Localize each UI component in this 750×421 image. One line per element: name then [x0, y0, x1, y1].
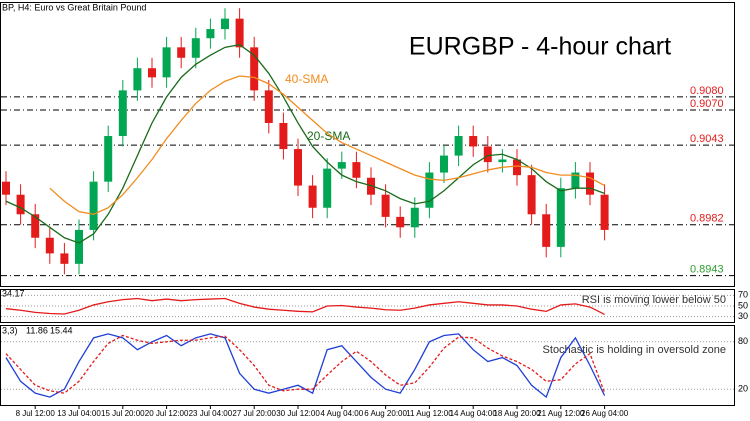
chart-title: EURGBP - 4-hour chart [409, 33, 671, 61]
rsi-header: 34.17 [2, 288, 25, 298]
indicator-line [5, 334, 606, 394]
candle-body [45, 237, 54, 254]
x-tick-label: 4 Aug 04:00 [320, 409, 363, 418]
candle-body [148, 68, 156, 78]
chart-header: BP, H4: Euro vs Great Britain Pound [2, 2, 146, 12]
x-tick-label: 21 Aug 12:00 [537, 409, 585, 418]
candle-body [118, 90, 127, 137]
candle-body [133, 68, 142, 91]
candle-body [410, 207, 419, 228]
y-tick-label: 80 [738, 336, 748, 346]
candle-body [308, 185, 317, 208]
candle-body [337, 162, 346, 169]
candle-body [498, 159, 507, 163]
level-label: 0.8982 [690, 213, 724, 225]
sma40-label: 40-SMA [285, 72, 328, 86]
candle-body [440, 155, 448, 173]
rsi-annotation: RSI is moving lower below 50 [582, 294, 726, 306]
y-tick-label: 30 [738, 311, 748, 321]
candle-body [31, 214, 40, 238]
x-tick-label: 18 Aug 20:00 [493, 409, 541, 418]
x-tick-label: 26 Aug 04:00 [581, 409, 629, 418]
level-label: 0.9080 [690, 85, 724, 97]
candle-body [294, 149, 302, 186]
main-frame [0, 2, 735, 287]
candle-body [89, 181, 98, 230]
candle-body [586, 172, 594, 195]
candle-body [396, 216, 405, 228]
candle-body [235, 18, 244, 48]
candle-body [2, 181, 10, 195]
rsi-frame [0, 289, 735, 323]
sma-line [5, 44, 605, 244]
candle-body [177, 47, 186, 58]
candle-body [191, 38, 200, 58]
x-tick-label: 6 Aug 20:00 [364, 409, 407, 418]
y-tick-label: 20 [738, 384, 748, 394]
candle-body [542, 214, 551, 247]
sma20-label: 20-SMA [307, 129, 350, 143]
y-tick-label: 50 [738, 300, 748, 310]
x-tick-label: 27 Jul 20:00 [232, 409, 276, 418]
x-tick-label: 14 Aug 04:00 [450, 409, 498, 418]
candle-body [221, 18, 229, 30]
candle-body [264, 90, 273, 123]
candle-body [425, 172, 434, 208]
candle-body [250, 47, 259, 91]
sma-line [49, 75, 605, 215]
x-tick-label: 11 Aug 12:00 [406, 409, 453, 418]
stoch-frame [0, 325, 735, 406]
candle-body [513, 159, 521, 176]
candle-body [104, 136, 113, 182]
y-tick-label: 70 [738, 290, 748, 300]
candle-body [206, 29, 215, 39]
candle-body [600, 194, 609, 230]
x-tick-label: 20 Jul 12:00 [145, 409, 189, 418]
level-label: 0.9070 [690, 98, 724, 110]
candle-body [571, 172, 580, 189]
level-label: 0.8943 [690, 263, 724, 275]
candle-body [483, 146, 492, 163]
stoch-header: 3,3) [2, 325, 18, 335]
candle-body [162, 47, 171, 78]
stoch-annotation: Stochastic is holding in oversold zone [543, 344, 726, 356]
candle-body [352, 162, 361, 178]
candle-body [60, 253, 69, 264]
candle-body [527, 175, 536, 215]
candle-body [279, 122, 288, 150]
x-tick-label: 13 Jul 04:00 [57, 409, 101, 418]
indicator-line [5, 333, 606, 399]
candle-body [16, 194, 25, 215]
x-tick-label: 23 Jul 04:00 [189, 409, 233, 418]
candle-body [556, 188, 565, 247]
candle-body [323, 168, 332, 208]
stoch-d-value: 15.44 [50, 325, 73, 335]
candle-body [381, 194, 390, 217]
candle-body [454, 136, 463, 156]
stoch-k-value: 11.86 [26, 325, 48, 335]
level-label: 0.9043 [690, 133, 724, 145]
candle-body [75, 229, 83, 264]
x-tick-label: 30 Jul 12:00 [276, 409, 320, 418]
x-tick-label: 8 Jul 12:00 [16, 409, 56, 418]
indicator-line [5, 297, 605, 316]
candle-body [469, 136, 478, 147]
x-tick-label: 15 Jul 20:00 [101, 409, 145, 418]
